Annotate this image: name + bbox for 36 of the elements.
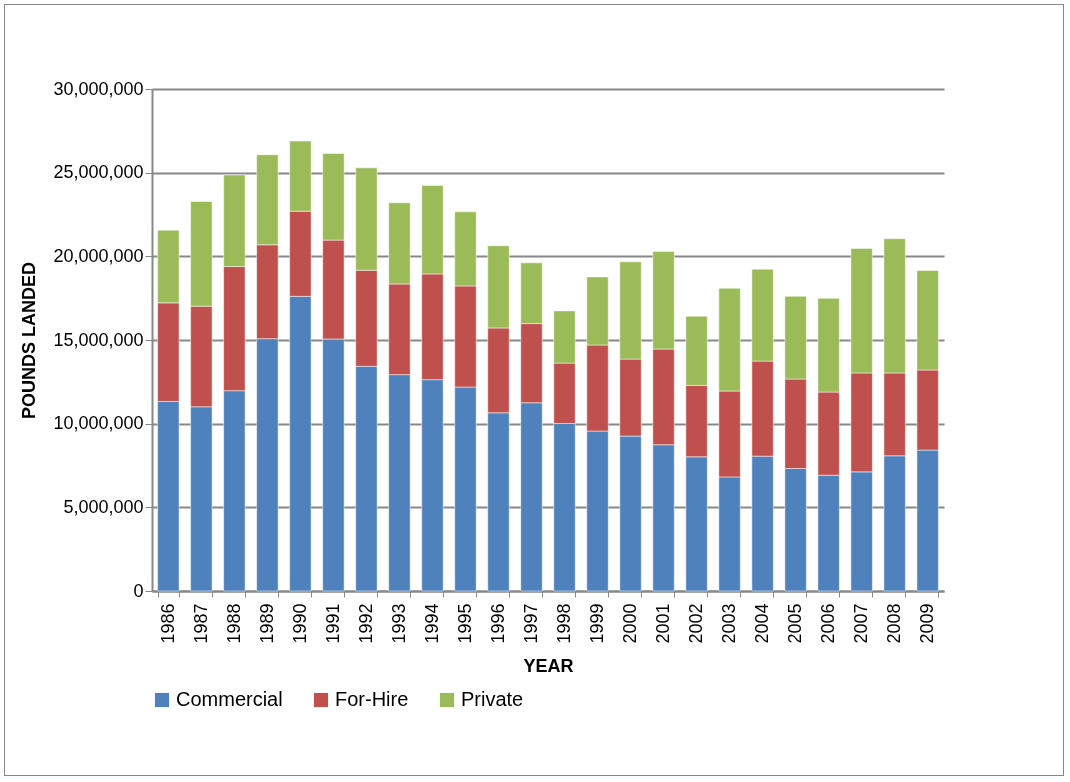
x-tick-label: 1994 (421, 603, 442, 644)
x-tick-label: 2005 (785, 603, 806, 644)
x-tick-label: 2006 (818, 603, 839, 644)
x-tick-label: 1998 (554, 603, 575, 644)
legend-label: Commercial (176, 688, 283, 710)
x-tick-label: 2007 (851, 603, 872, 644)
x-tick-label: 2004 (752, 603, 773, 644)
x-tick-label: 1991 (322, 603, 343, 644)
y-axis-title: POUNDS LANDED (19, 261, 40, 420)
x-tick-label: 2003 (719, 603, 740, 644)
x-tick-label: 1993 (388, 603, 409, 644)
y-tick-label: 10,000,000 (53, 413, 144, 434)
x-tick-label: 1989 (256, 603, 277, 644)
x-tick-label: 1992 (355, 603, 376, 644)
y-tick-label: 25,000,000 (53, 162, 144, 183)
x-axis-title: YEAR (523, 655, 574, 676)
y-tick-label: 0 (133, 580, 144, 601)
x-tick-label: 1997 (520, 603, 541, 644)
x-tick-label: 2000 (620, 603, 641, 644)
x-tick-label: 2009 (917, 603, 938, 644)
legend-label: Private (461, 688, 524, 710)
y-tick-label: 15,000,000 (53, 329, 144, 350)
x-tick-label: 1988 (223, 603, 244, 644)
y-tick-label: 30,000,000 (53, 78, 144, 99)
x-tick-label: 2002 (686, 603, 707, 644)
x-tick-label: 2008 (884, 603, 905, 644)
x-tick-label: 2001 (653, 603, 674, 644)
legend-label: For-Hire (335, 688, 409, 710)
y-tick-label: 5,000,000 (63, 496, 144, 517)
y-tick-label: 20,000,000 (53, 245, 144, 266)
x-tick-label: 1990 (289, 603, 310, 644)
x-tick-label: 1986 (157, 603, 178, 644)
x-tick-label: 1996 (487, 603, 508, 644)
x-tick-label: 1999 (587, 603, 608, 644)
x-tick-label: 1995 (454, 603, 475, 644)
x-tick-label: 1987 (190, 603, 211, 644)
